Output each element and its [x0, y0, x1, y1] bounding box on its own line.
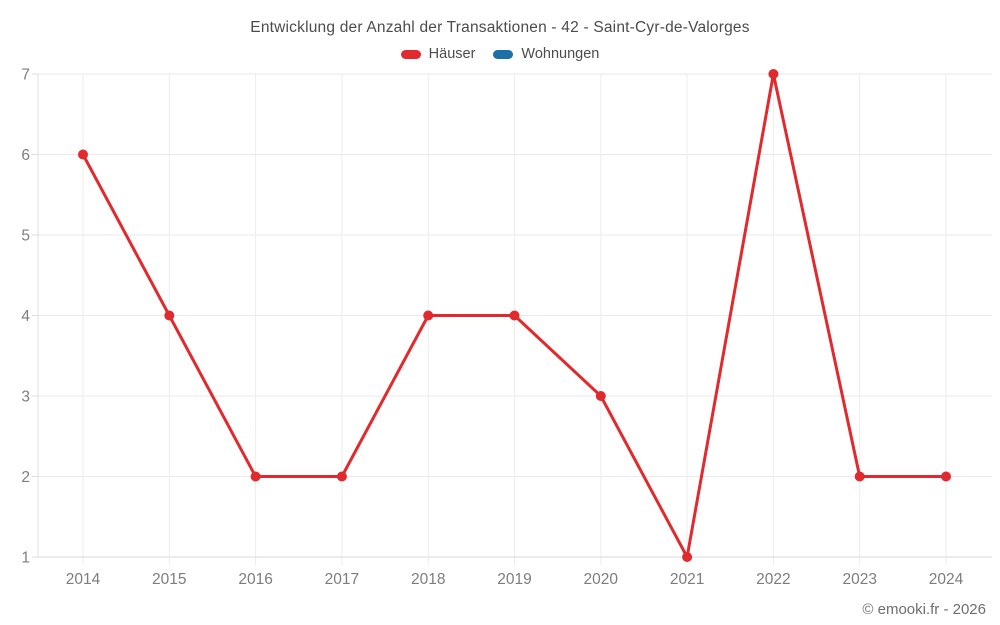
x-axis-label: 2015 [152, 571, 186, 588]
y-axis-label: 3 [21, 389, 30, 406]
y-axis-label: 7 [21, 67, 30, 84]
x-axis-label: 2024 [929, 571, 964, 588]
chart-title: Entwicklung der Anzahl der Transaktionen… [250, 19, 750, 36]
legend-swatch-wohnungen [493, 49, 514, 59]
data-point-häuser[interactable] [78, 149, 88, 160]
data-point-häuser[interactable] [768, 69, 779, 79]
x-axis-label: 2020 [584, 571, 619, 588]
copyright: © emooki.fr - 2026 [862, 601, 986, 618]
x-axis-label: 2014 [66, 571, 101, 588]
data-point-häuser[interactable] [682, 552, 693, 562]
y-axis-label: 4 [21, 308, 30, 325]
y-axis-label: 6 [21, 147, 30, 164]
x-axis-label: 2018 [411, 571, 445, 588]
legend-label-haeuser: Häuser [428, 46, 476, 62]
legend-label-wohnungen: Wohnungen [521, 46, 600, 62]
data-point-häuser[interactable] [595, 391, 606, 401]
data-point-häuser[interactable] [854, 471, 865, 482]
data-point-häuser[interactable] [509, 310, 520, 321]
x-axis-label: 2019 [497, 571, 531, 588]
legend-item-haeuser[interactable]: Häuser [400, 46, 476, 62]
data-point-häuser[interactable] [164, 310, 175, 321]
x-axis-label: 2022 [756, 571, 790, 588]
legend-item-wohnungen[interactable]: Wohnungen [493, 46, 599, 62]
data-point-häuser[interactable] [336, 471, 347, 482]
data-point-häuser[interactable] [941, 471, 951, 482]
y-axis-label: 5 [21, 228, 30, 245]
x-axis-label: 2021 [670, 571, 704, 588]
x-axis-label: 2017 [325, 571, 359, 588]
data-point-häuser[interactable] [250, 471, 261, 482]
y-axis-label: 2 [21, 469, 30, 486]
legend-swatch-haeuser [400, 49, 421, 59]
x-axis-label: 2023 [842, 571, 876, 588]
data-point-häuser[interactable] [423, 310, 434, 321]
x-axis-label: 2016 [238, 571, 272, 588]
y-axis-label: 1 [21, 550, 30, 567]
legend: Häuser Wohnungen [0, 46, 1000, 62]
